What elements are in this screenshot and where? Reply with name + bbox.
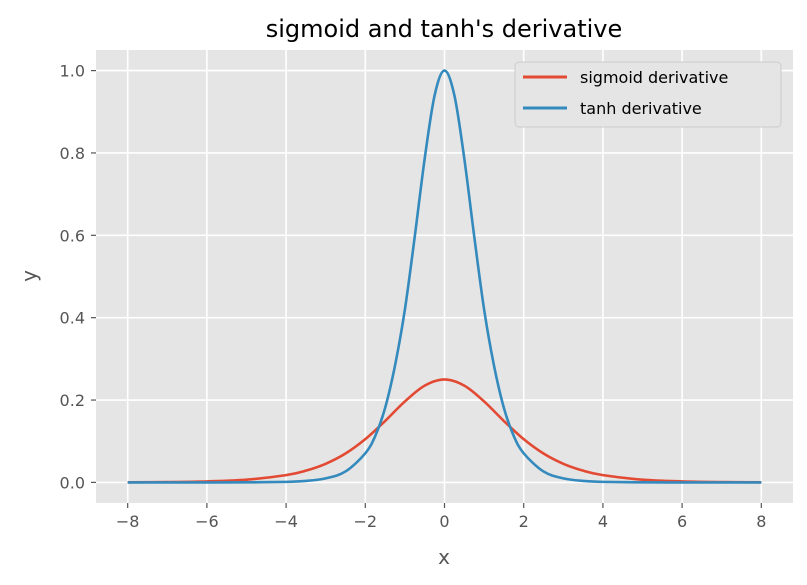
- y-tick-label: 0.0: [60, 473, 85, 492]
- x-tick-label: 8: [756, 512, 766, 531]
- y-axis-label: y: [17, 270, 41, 282]
- legend-box: [514, 61, 782, 128]
- legend-label-tanh: tanh derivative: [580, 99, 702, 118]
- x-tick-label: −4: [274, 512, 298, 531]
- y-tick-label: 0.8: [60, 144, 85, 163]
- legend-label-sigmoid: sigmoid derivative: [580, 68, 728, 87]
- x-tick-label: 0: [439, 512, 449, 531]
- y-tick-label: 1.0: [60, 62, 85, 81]
- x-tick-label: 4: [598, 512, 608, 531]
- legend: sigmoid derivative tanh derivative: [514, 61, 782, 128]
- chart-title: sigmoid and tanh's derivative: [266, 15, 623, 43]
- y-tick-label: 0.4: [60, 309, 85, 328]
- x-axis-label: x: [438, 545, 450, 569]
- x-tick-label: 2: [519, 512, 529, 531]
- series-line-tanh-derivative: [127, 69, 762, 484]
- x-tick-label: −2: [353, 512, 377, 531]
- series-layer: [127, 69, 762, 484]
- x-tick-label: −8: [116, 512, 140, 531]
- y-tick-label: 0.2: [60, 391, 85, 410]
- x-tick-labels: −8 −6 −4 −2 0 2 4 6 8: [116, 512, 767, 531]
- x-tick-label: 6: [677, 512, 687, 531]
- y-tick-label: 0.6: [60, 226, 85, 245]
- y-tick-labels: 0.0 0.2 0.4 0.6 0.8 1.0: [60, 62, 85, 493]
- series-line-sigmoid-derivative: [127, 378, 762, 484]
- x-tick-label: −6: [195, 512, 219, 531]
